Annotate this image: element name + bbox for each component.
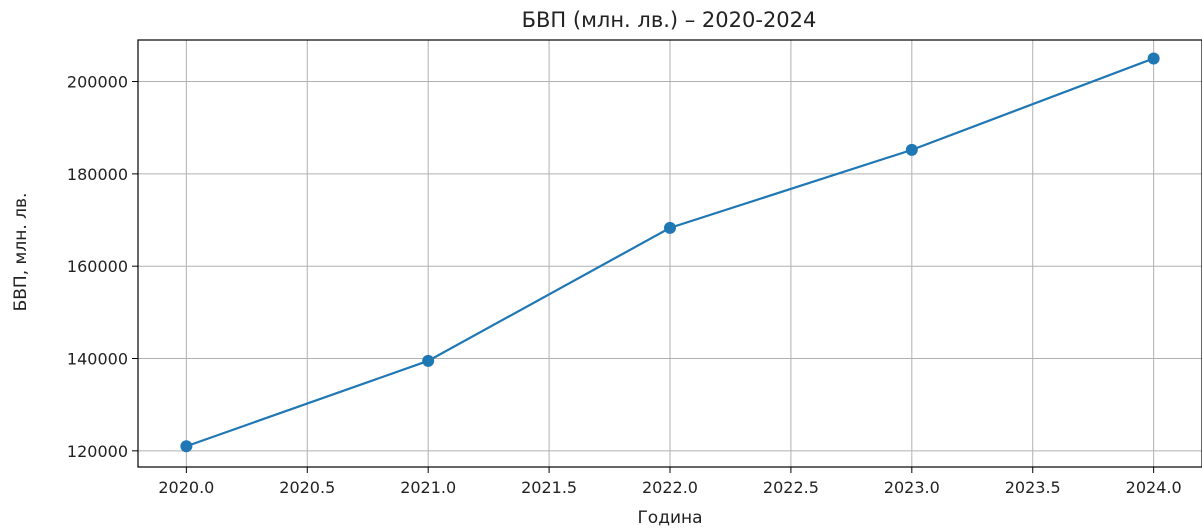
y-axis-label: БВП, млн. лв.	[11, 193, 31, 312]
x-tick-label: 2021.0	[400, 478, 456, 497]
x-axis-ticks: 2020.0 2020.5 2021.0 2021.5 2022.0 2022.5 2023…	[158, 467, 1182, 497]
x-tick-label: 2020.0	[158, 478, 214, 497]
y-tick-label: 120000	[67, 442, 128, 461]
x-tick-label: 2022.0	[642, 478, 698, 497]
y-tick-label: 160000	[67, 257, 128, 276]
data-point	[180, 440, 193, 453]
x-tick-label: 2024.0	[1126, 478, 1182, 497]
x-tick-label: 2023.0	[884, 478, 940, 497]
data-point	[664, 221, 676, 234]
y-tick-label: 180000	[67, 165, 128, 184]
x-axis-label: Година	[637, 508, 702, 528]
y-tick-label: 140000	[67, 350, 128, 369]
data-point	[1147, 52, 1160, 65]
y-axis-ticks: 120000 140000 160000 180000 200000	[67, 73, 138, 461]
x-tick-label: 2023.5	[1005, 478, 1061, 497]
data-series	[180, 52, 1160, 453]
chart-title: БВП (млн. лв.) – 2020-2024	[522, 8, 817, 32]
data-point	[422, 354, 435, 367]
x-tick-label: 2022.5	[763, 478, 819, 497]
x-tick-label: 2021.5	[521, 478, 577, 497]
x-tick-label: 2020.5	[279, 478, 335, 497]
data-point	[905, 143, 918, 156]
grid-lines	[138, 40, 1202, 467]
y-tick-label: 200000	[67, 73, 128, 92]
